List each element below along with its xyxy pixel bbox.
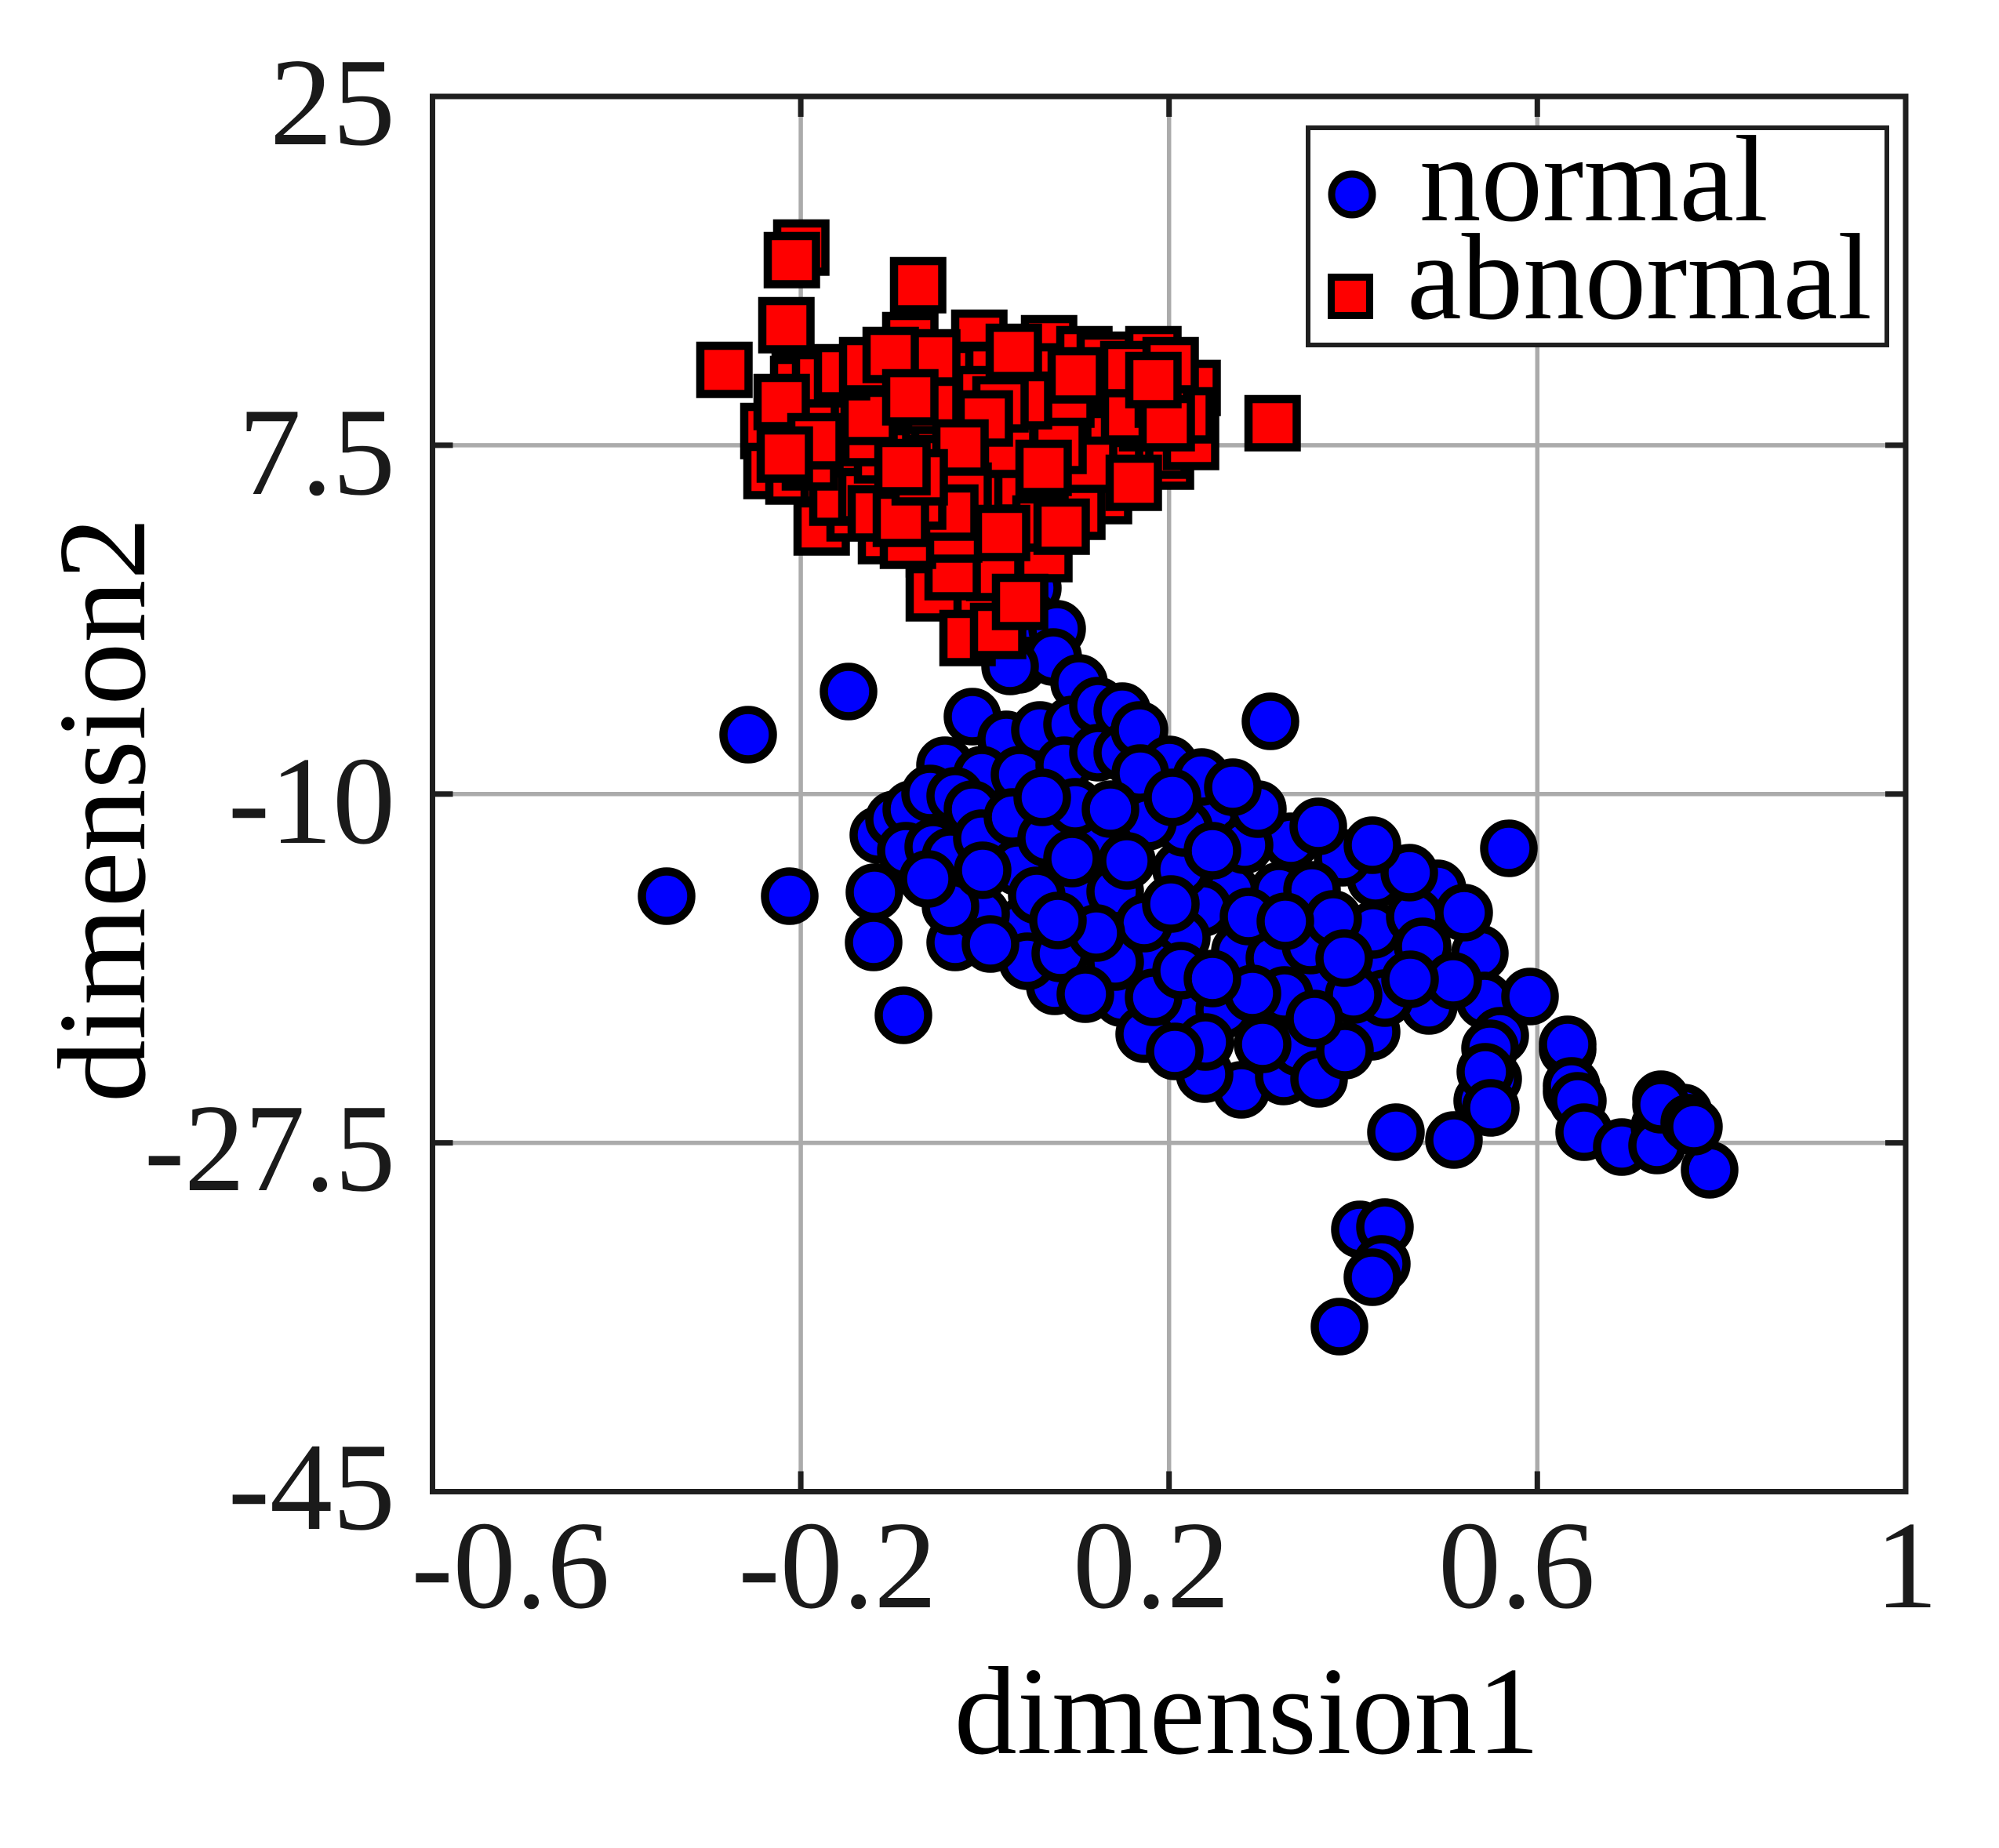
svg-text:dimension1: dimension1 xyxy=(954,1641,1540,1781)
svg-text:25: 25 xyxy=(270,32,395,172)
svg-text:-45: -45 xyxy=(228,1417,395,1556)
svg-text:7.5: 7.5 xyxy=(238,382,395,521)
svg-text:1: 1 xyxy=(1875,1495,1938,1635)
svg-text:dimension2: dimension2 xyxy=(32,517,172,1103)
svg-text:normal: normal xyxy=(1419,111,1768,247)
svg-text:-27.5: -27.5 xyxy=(144,1078,395,1218)
svg-text:0.6: 0.6 xyxy=(1438,1495,1595,1635)
svg-text:0.2: 0.2 xyxy=(1073,1495,1230,1635)
svg-text:-0.6: -0.6 xyxy=(411,1495,609,1635)
svg-text:-0.2: -0.2 xyxy=(738,1495,936,1635)
svg-text:-10: -10 xyxy=(228,731,395,870)
svg-text:abnormal: abnormal xyxy=(1407,209,1872,345)
